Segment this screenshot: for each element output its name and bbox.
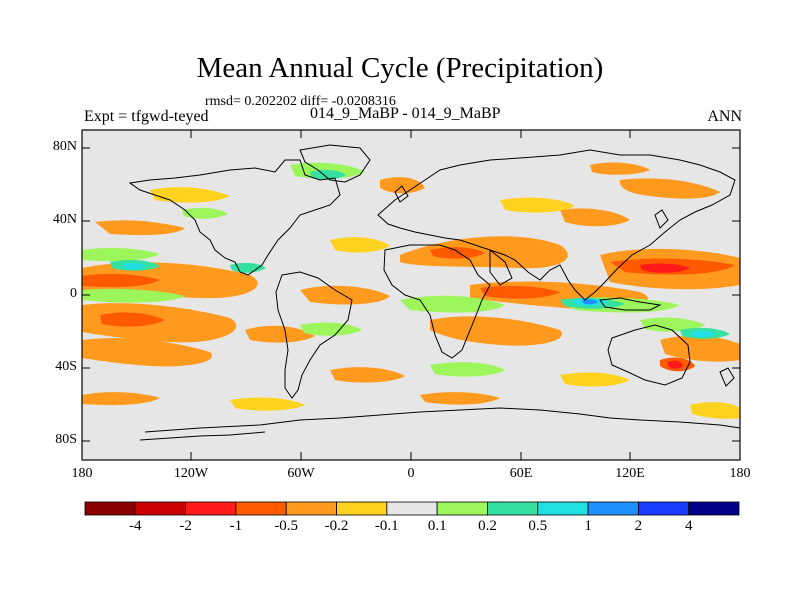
coast-eurasia (377, 149, 736, 301)
colorbar-swatch-0 (84, 501, 136, 516)
colorbar-swatch-5 (336, 501, 388, 516)
coast-new-zealand (719, 367, 735, 387)
lon-label-60w: 60W (287, 466, 315, 481)
experiment-ids-label: 014_9_MaBP - 014_9_MaBP (310, 105, 501, 122)
coast-africa (383, 244, 491, 359)
coast-japan (654, 209, 669, 229)
coast-australia (607, 324, 691, 386)
colorbar (84, 501, 740, 516)
colorbar-label: 4 (684, 518, 693, 534)
lat-label-0: 0 (70, 286, 77, 301)
axis-ticks (82, 130, 740, 460)
colorbar-label: 0.2 (478, 518, 497, 534)
coastlines (128, 144, 740, 441)
colorbar-swatch-9 (537, 501, 589, 516)
lon-label-120e: 120E (615, 466, 645, 481)
lon-label-180e: 180 (729, 466, 751, 481)
lat-label-40s: 40S (55, 359, 77, 374)
colorbar-label: 0.5 (528, 518, 548, 534)
colorbar-swatch-2 (185, 501, 237, 516)
coast-greenland (299, 144, 371, 183)
coast-antarctica-2 (139, 431, 266, 441)
colorbar-swatch-7 (436, 501, 488, 516)
colorbar-swatch-3 (235, 501, 287, 516)
colorbar-swatch-6 (386, 501, 438, 516)
anomaly-pos-2 (582, 299, 598, 305)
colorbar-label: -0.5 (274, 518, 299, 534)
experiment-label: Expt = tfgwd-teyed (84, 108, 209, 125)
coast-north-america (128, 159, 341, 276)
colorbar-swatch-4 (285, 501, 337, 516)
colorbar-label: -2 (179, 518, 192, 534)
lat-label-80n: 80N (52, 139, 77, 154)
anomaly-neg-1 (640, 263, 690, 369)
coast-south-america (275, 271, 353, 399)
lat-label-40n: 40N (52, 212, 77, 227)
stats-label: rmsd= 0.202202 diff= -0.0208316 (205, 94, 396, 109)
precip-difference-field (82, 162, 740, 419)
colorbar-label: 1 (584, 518, 592, 534)
colorbar-label: -4 (129, 518, 142, 534)
lon-label-120w: 120W (173, 466, 209, 481)
coast-antarctica (144, 407, 740, 433)
colorbar-swatch-12 (688, 501, 740, 516)
coast-arabia (489, 248, 513, 286)
colorbar-label: -0.1 (374, 518, 399, 534)
colorbar-label: -1 (229, 518, 243, 534)
colorbar-swatch-11 (637, 501, 690, 516)
lon-label-0: 0 (407, 466, 415, 481)
colorbar-swatch-1 (134, 501, 187, 516)
lon-label-180w: 180 (71, 466, 93, 481)
colorbar-swatch-8 (487, 501, 539, 516)
lon-label-60e: 60E (509, 466, 533, 481)
colorbar-label: 0.1 (427, 518, 447, 534)
colorbar-swatch-10 (587, 501, 639, 516)
lat-label-80s: 80S (55, 432, 77, 447)
colorbar-label: 2 (634, 518, 643, 534)
coast-indonesia (599, 297, 662, 311)
plot-title: Mean Annual Cycle (Precipitation) (196, 52, 604, 84)
colorbar-label: -0.2 (324, 518, 349, 534)
anomaly-neg-01 (150, 187, 740, 419)
coast-uk (394, 185, 409, 203)
season-label: ANN (707, 108, 742, 125)
